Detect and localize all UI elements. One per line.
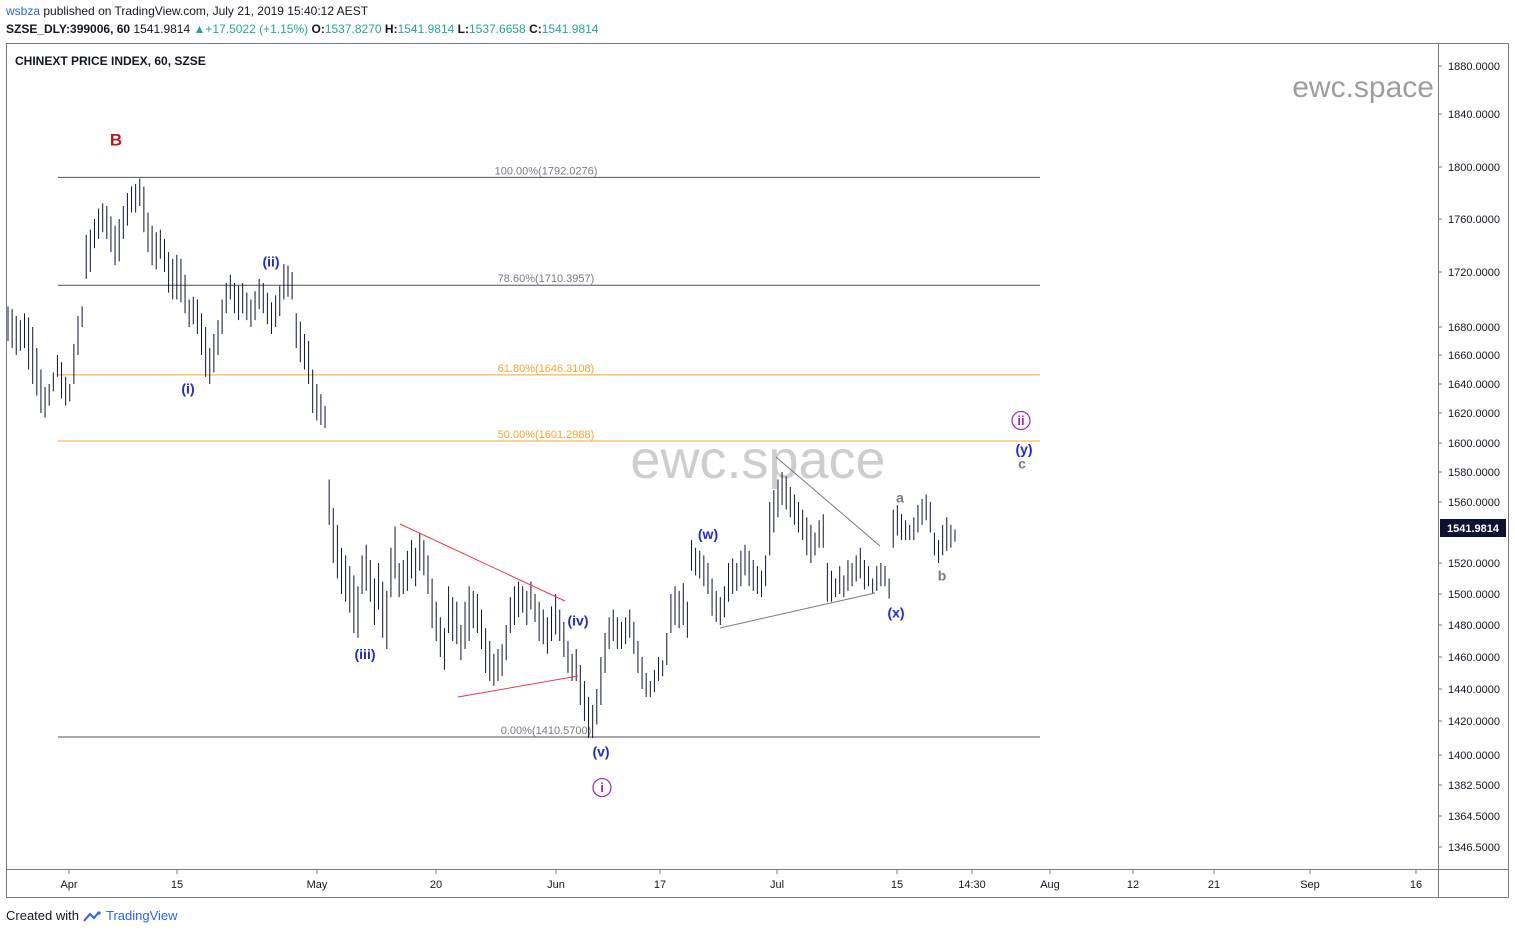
wave-label: (i) [181,380,194,396]
watermark-center: ewc.space [630,430,885,490]
high-label: H: [384,22,398,36]
wave-label: (y) [1015,441,1032,457]
x-tick-label: 17 [654,879,666,891]
y-tick-label: 1500.0000 [1448,589,1500,601]
wave-label: (ii) [262,253,279,269]
wave-label: (w) [698,526,718,542]
chart-legend-title: CHINEXT PRICE INDEX, 60, SZSE [15,54,206,68]
x-tick-label: Jul [770,879,784,891]
wave-label: B [110,131,122,150]
price-change: +17.5022 (+1.15%) [205,22,309,36]
close-value: 1541.9814 [541,22,599,36]
created-with-text: Created with [6,908,79,923]
trendlines[interactable] [399,456,881,698]
price-axis[interactable]: 1880.0000 1840.0000 1800.0000 1760.0000 1720… [1438,61,1500,854]
open-label: O: [311,22,325,36]
wave-label: ii [1017,413,1024,428]
y-tick-label: 1620.0000 [1448,408,1500,420]
fib-level-label: 61.80%(1646.3108) [498,363,595,375]
author-link[interactable]: wsbza [6,4,41,18]
up-arrow-icon: ▲ [193,22,206,36]
fib-level-label: 50.00%(1601.2988) [498,429,595,441]
footer: Created with TradingView [6,908,178,923]
x-tick-label: 12 [1127,879,1139,891]
y-tick-label: 1560.0000 [1448,497,1500,509]
wave-label: c [1018,455,1026,471]
x-tick-label: Apr [60,879,77,891]
fibonacci-retracement[interactable]: 100.00%(1792.0276) 78.60%(1710.3957) 61.80… [58,165,1040,738]
wave-label: (iii) [355,646,376,662]
x-tick-label: 15 [171,879,183,891]
x-tick-label: 14:30 [958,879,986,891]
wave-label: (x) [887,605,904,621]
y-tick-label: 1720.0000 [1448,267,1500,279]
y-tick-label: 1420.0000 [1448,716,1500,728]
close-label: C: [529,22,542,36]
publish-text: published on TradingView.com, July 21, 2… [43,4,369,18]
x-tick-label: 21 [1208,879,1220,891]
y-tick-label: 1800.0000 [1448,162,1500,174]
x-tick-label: May [307,879,328,891]
publish-info: wsbza published on TradingView.com, July… [6,4,368,18]
y-tick-label: 1364.5000 [1448,811,1500,823]
fib-level-label: 0.00%(1410.5700) [501,725,592,737]
y-tick-label: 1600.0000 [1448,438,1500,450]
y-tick-label: 1400.0000 [1448,750,1500,762]
watermark-top-right: ewc.space [1292,71,1434,104]
tradingview-link[interactable]: TradingView [106,908,178,923]
y-tick-label: 1580.0000 [1448,467,1500,479]
symbol-name: SZSE_DLY:399006, 60 [6,22,131,36]
x-tick-label: 15 [891,879,903,891]
x-tick-label: 16 [1410,879,1422,891]
wave-label: i [600,780,604,795]
wave-label: (iv) [568,612,589,628]
y-tick-label: 1880.0000 [1448,61,1500,73]
y-tick-label: 1760.0000 [1448,214,1500,226]
red-trendline-lower[interactable] [457,675,579,698]
last-price-tag [1440,519,1506,537]
open-value: 1537.8270 [324,22,382,36]
y-tick-label: 1480.0000 [1448,620,1500,632]
tradingview-logo-icon [82,911,101,922]
y-tick-label: 1382.5000 [1448,780,1500,792]
high-value: 1541.9814 [397,22,455,36]
x-tick-label: 20 [430,879,442,891]
y-tick-label: 1660.0000 [1448,350,1500,362]
wave-label: a [896,490,904,506]
y-tick-label: 1440.0000 [1448,684,1500,696]
wave-circle-icon [1011,410,1031,431]
ohlc-bars [7,178,956,738]
wave-label: b [938,567,947,583]
last-price: 1541.9814 [133,22,191,36]
y-tick-label: 1840.0000 [1448,109,1500,121]
y-tick-label: 1520.0000 [1448,558,1500,570]
y-tick-label: 1680.0000 [1448,322,1500,334]
wave-labels: B (i) (ii) (iii) (iv) (v) i (w) (x) a b ii (y)c [110,131,1033,798]
low-label: L: [457,22,469,36]
x-tick-label: Sep [1300,879,1320,891]
chart-frame [6,43,1509,898]
x-tick-label: Aug [1040,879,1060,891]
wave-label: (v) [592,744,609,760]
y-tick-label: 1640.0000 [1448,379,1500,391]
last-price-label: 1541.9814 [1440,519,1506,537]
fib-level-label: 78.60%(1710.3957) [498,273,595,285]
last-price-tag-text: 1541.9814 [1447,523,1500,535]
fib-level-label: 100.00%(1792.0276) [495,165,598,177]
gray-trendline-lower[interactable] [719,592,876,629]
gray-trendline-upper[interactable] [775,456,881,547]
low-value: 1537.6658 [468,22,526,36]
wave-circle-icon [592,777,612,798]
y-tick-label: 1346.5000 [1448,842,1500,854]
symbol-quote-line: SZSE_DLY:399006, 60 1541.9814 ▲+17.5022 … [6,22,598,36]
red-trendline-upper[interactable] [399,523,566,602]
time-axis[interactable]: Apr 15 May 20 Jun 17 Jul 15 14:30 Aug 12 21 Sep 16 [60,870,1422,891]
x-tick-label: Jun [547,879,565,891]
y-tick-label: 1460.0000 [1448,652,1500,664]
